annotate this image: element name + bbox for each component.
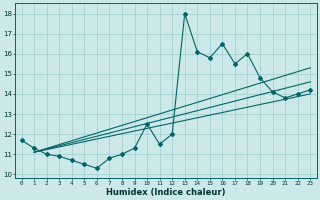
X-axis label: Humidex (Indice chaleur): Humidex (Indice chaleur): [106, 188, 226, 197]
